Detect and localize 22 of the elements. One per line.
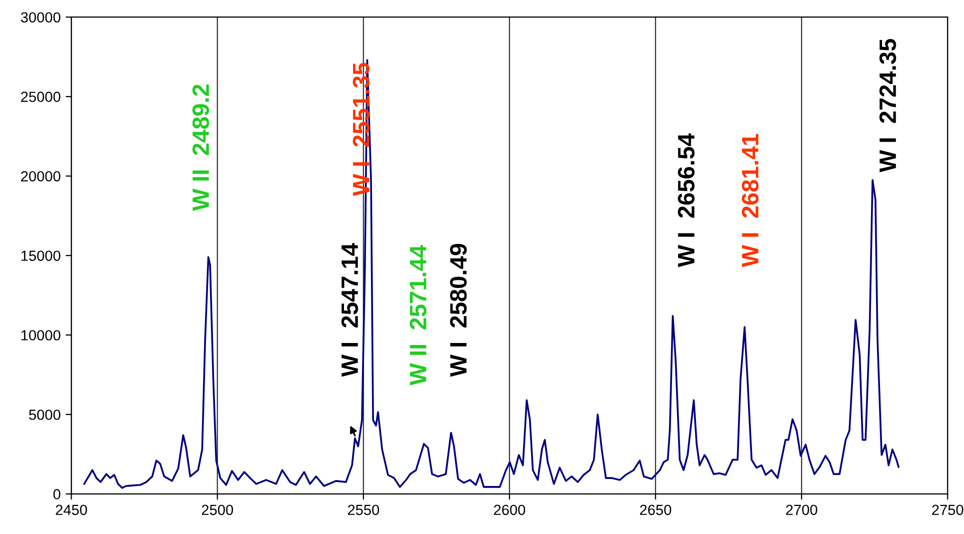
x-tick-label: 2550 [348,504,380,516]
annotation: W II 2489.2 [192,84,210,211]
x-tick-label: 2750 [932,504,964,516]
y-tick-label: 30000 [20,12,60,23]
y-tick-label: 15000 [21,250,60,261]
x-tick-label: 2500 [202,504,234,516]
x-tick-label: 2600 [494,504,526,516]
annotation: W I 2547.14 [341,243,358,377]
annotation: W I 2580.49 [450,244,467,377]
annotation: W II 2571.44 [410,245,426,386]
y-tick-label: 20000 [21,171,60,182]
y-tick-label: 25000 [21,92,60,102]
x-tick-label: 2700 [786,504,818,516]
y-tick-label: 10000 [21,330,60,340]
y-tick-label: 5000 [29,410,60,420]
annotation: W I 2551.35 [352,62,370,196]
annotation: W I 2656.54 [678,133,695,268]
x-tick-label: 2650 [640,504,672,516]
annotation: W I 2724.35 [879,39,896,172]
annotation: W I 2681.41 [742,134,759,268]
y-tick-label: 0 [53,489,60,500]
x-tick-label: 2450 [56,504,87,516]
